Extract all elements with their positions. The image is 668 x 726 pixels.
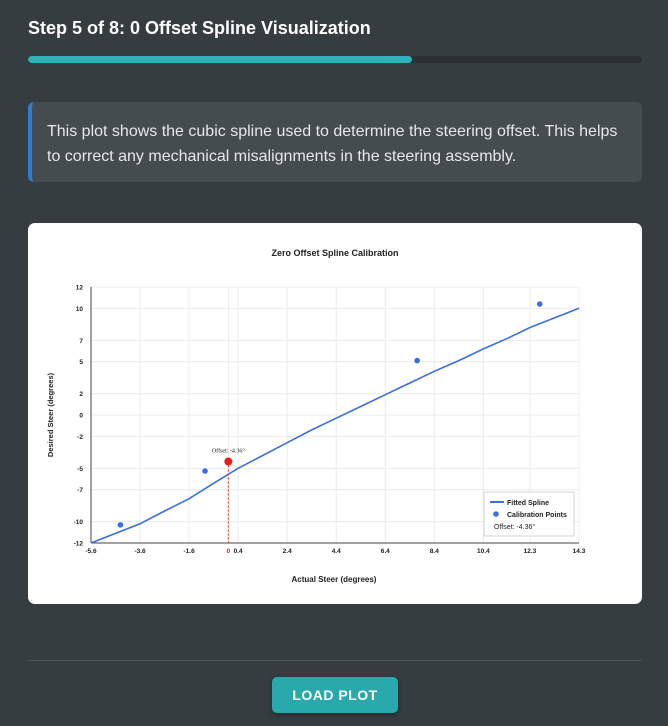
x-tick-label: 8.4 bbox=[430, 548, 439, 555]
y-tick-label: -5 bbox=[77, 466, 83, 473]
load-plot-button[interactable]: LOAD PLOT bbox=[272, 677, 398, 713]
calibration-point bbox=[414, 357, 420, 364]
calibration-point bbox=[202, 468, 208, 474]
x-tick-label: 10.4 bbox=[477, 548, 490, 555]
y-tick-label: 5 bbox=[79, 359, 83, 366]
x-tick-label: -5.6 bbox=[85, 548, 97, 555]
y-tick-labels: 12 10 7 5 2 0 -2 -5 -7 -10 -12 bbox=[74, 285, 84, 548]
x-tick-label: 4.4 bbox=[332, 548, 341, 555]
y-tick-label: 10 bbox=[76, 306, 84, 313]
calibration-point bbox=[117, 522, 124, 528]
chart-marks: Offset: -4.36° bbox=[90, 301, 580, 544]
x-tick-labels: -5.6 -3.6 -1.6 0 0.4 2.4 4.4 6.4 8.4 10.4 12.3 14.3 bbox=[85, 548, 585, 555]
legend-box bbox=[483, 491, 575, 537]
x-tick-label: 0 bbox=[227, 548, 231, 555]
y-tick-label: -7 bbox=[77, 487, 83, 494]
progress-fill bbox=[28, 56, 412, 63]
chart-card: Zero Offset Spline Calibration 12 10 7 5 2 0-… bbox=[28, 223, 642, 604]
progress-bar bbox=[28, 56, 642, 63]
x-axis-label: Actual Steer (degrees) bbox=[292, 575, 377, 584]
legend-offset-label: Offset: -4.36° bbox=[494, 523, 535, 531]
x-tick-label: 14.3 bbox=[573, 548, 586, 555]
info-text: This plot shows the cubic spline used to… bbox=[47, 123, 618, 165]
offset-point bbox=[224, 457, 233, 466]
y-tick-label: 0 bbox=[79, 413, 83, 420]
offset-label: Offset: -4.36° bbox=[212, 448, 246, 455]
y-tick-label: -12 bbox=[74, 541, 84, 548]
x-tick-label: 12.3 bbox=[524, 548, 537, 555]
spline-chart: Zero Offset Spline Calibration 12107520-… bbox=[46, 248, 586, 584]
step-title: Step 5 of 8: 0 Offset Spline Visualizati… bbox=[28, 18, 371, 38]
legend-point-swatch bbox=[493, 511, 499, 517]
y-tick-label: 12 bbox=[76, 285, 84, 292]
y-axis-label: Desired Steer (degrees) bbox=[46, 372, 55, 457]
y-tick-label: -2 bbox=[77, 434, 83, 441]
y-tick-label: 7 bbox=[79, 338, 83, 345]
chart-axes bbox=[90, 287, 579, 544]
y-tick-label: 2 bbox=[79, 391, 83, 398]
x-tick-label: 0.4 bbox=[234, 548, 243, 555]
legend-line-label: Fitted Spline bbox=[507, 500, 549, 507]
legend-point-label: Calibration Points bbox=[507, 512, 567, 519]
y-tick-label: -10 bbox=[74, 519, 84, 526]
info-box: This plot shows the cubic spline used to… bbox=[28, 102, 642, 182]
chart-title: Zero Offset Spline Calibration bbox=[271, 248, 398, 258]
x-tick-label: -1.6 bbox=[183, 548, 195, 555]
spline-line bbox=[90, 307, 580, 544]
x-tick-label: 6.4 bbox=[381, 548, 390, 555]
calibration-point bbox=[536, 301, 543, 307]
chart-legend: Fitted Spline Calibration Points Offset:… bbox=[483, 491, 575, 537]
x-tick-label: -3.6 bbox=[134, 548, 146, 555]
x-tick-label: 2.4 bbox=[283, 548, 292, 555]
footer-divider bbox=[28, 660, 642, 661]
